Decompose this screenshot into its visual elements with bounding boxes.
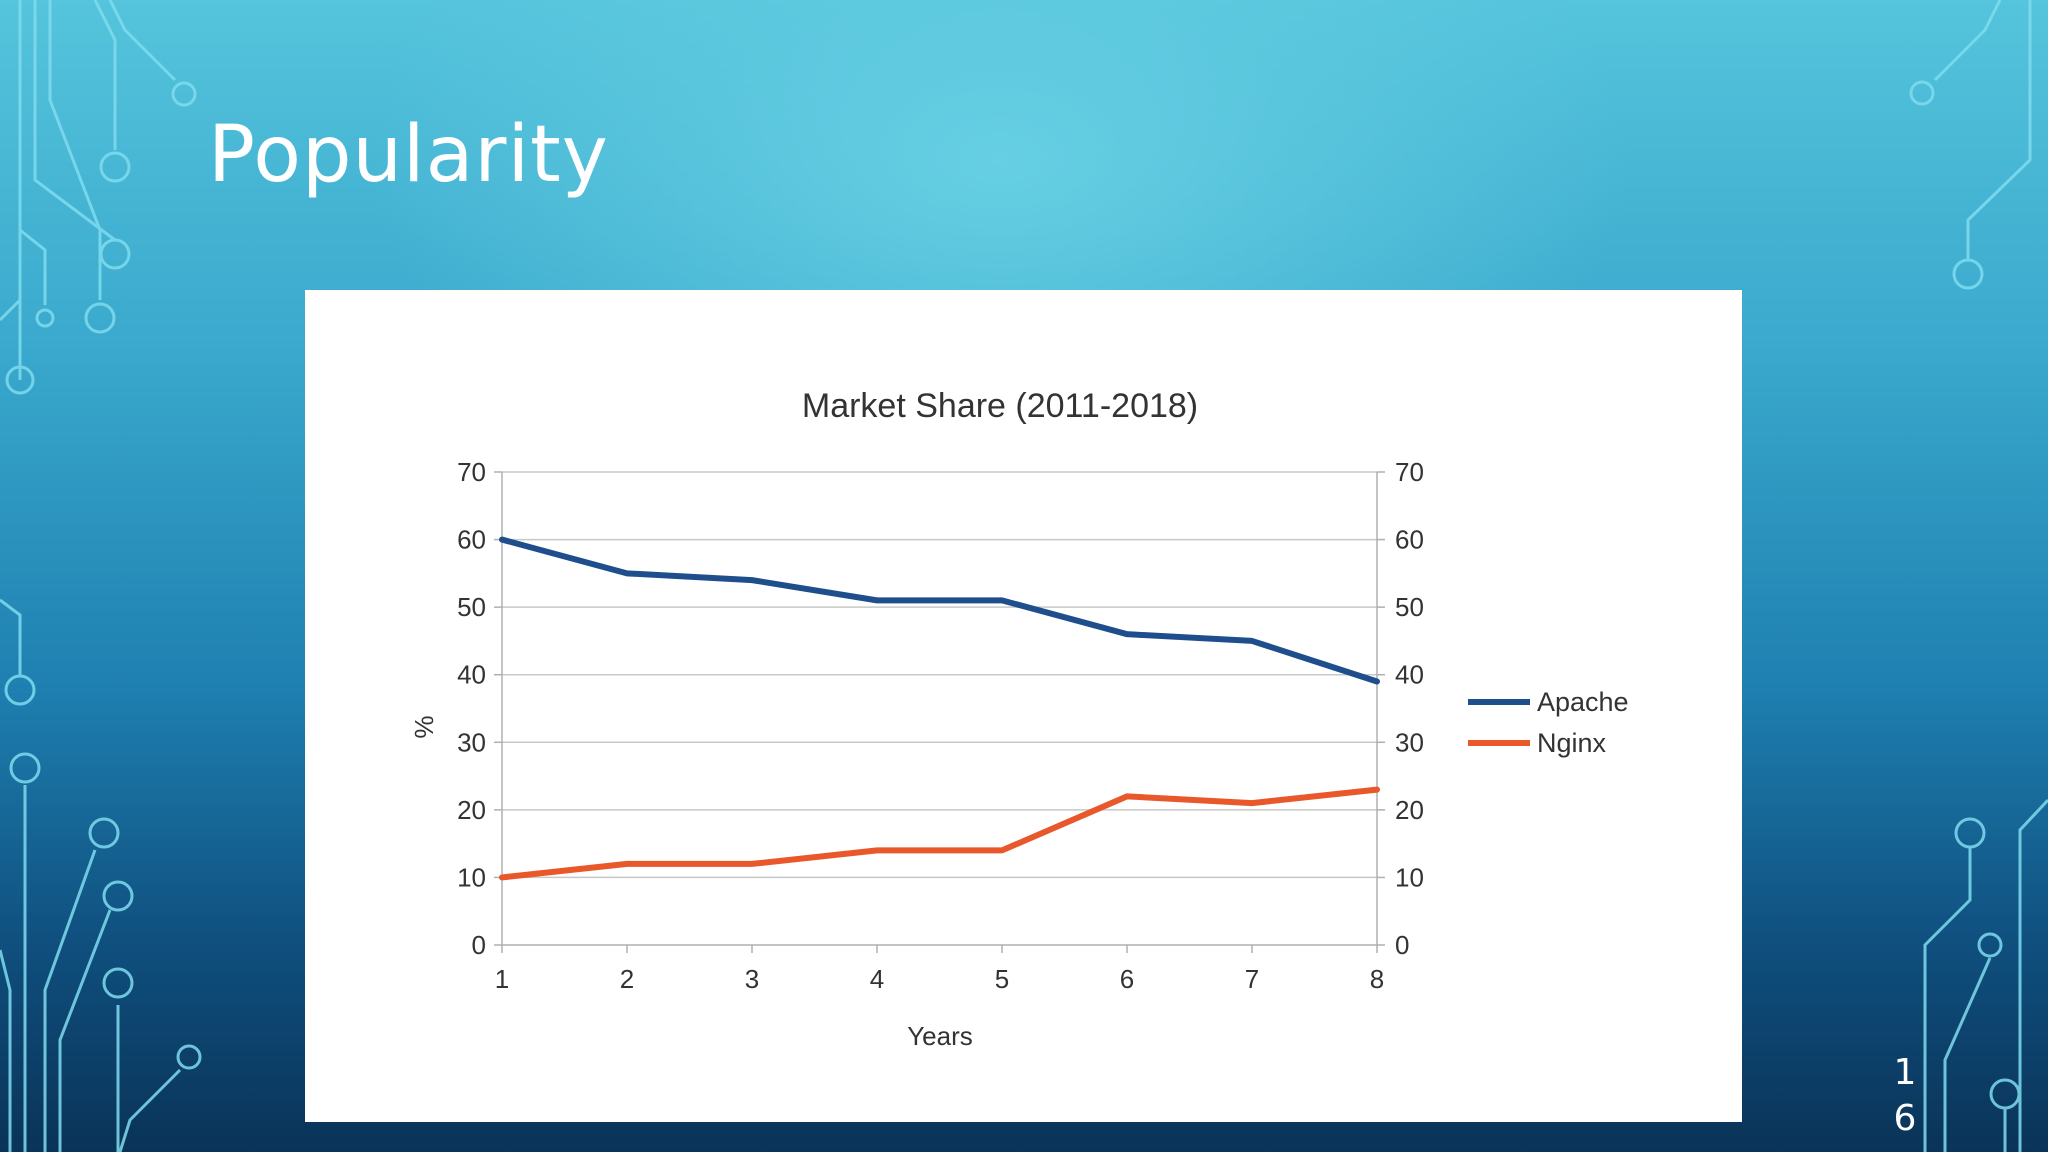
y-tick-label-right-30: 30 xyxy=(1395,727,1424,757)
y-tick-label-right-0: 0 xyxy=(1395,930,1409,960)
y-tick-label-right-60: 60 xyxy=(1395,525,1424,555)
legend-label-nginx: Nginx xyxy=(1537,728,1607,758)
chart-legend: Apache Nginx xyxy=(1468,687,1629,758)
y-tick-label-left-60: 60 xyxy=(457,525,486,555)
chart-ticks: 0 0 10 10 20 20 30 30 40 40 50 50 60 60 70 70 1 2 3 4 5 6 7 8 xyxy=(457,457,1424,994)
chart-grid xyxy=(502,471,1377,879)
x-tick-label-2: 2 xyxy=(620,964,634,994)
series-line-nginx xyxy=(499,786,1380,881)
chart-series xyxy=(499,536,1380,881)
y-tick-label-left-10: 10 xyxy=(457,862,486,892)
x-axis-label: Years xyxy=(907,1021,973,1051)
x-tick-label-1: 1 xyxy=(495,964,509,994)
y-tick-label-left-70: 70 xyxy=(457,457,486,487)
y-tick-label-right-50: 50 xyxy=(1395,592,1424,622)
chart-title: Market Share (2011-2018) xyxy=(802,387,1198,425)
y-tick-label-left-20: 20 xyxy=(457,795,486,825)
chart-axes xyxy=(494,471,1385,953)
x-tick-label-5: 5 xyxy=(995,964,1009,994)
legend-label-apache: Apache xyxy=(1537,687,1629,717)
y-tick-label-left-30: 30 xyxy=(457,727,486,757)
y-tick-label-left-40: 40 xyxy=(457,660,486,690)
y-tick-label-right-70: 70 xyxy=(1395,457,1424,487)
y-tick-label-right-20: 20 xyxy=(1395,795,1424,825)
y-tick-label-right-10: 10 xyxy=(1395,862,1424,892)
chart-panel: Market Share (2011-2018) 0 0 10 10 20 20 30 30 4… xyxy=(305,290,1742,1122)
y-axis-label: % xyxy=(409,715,439,738)
slide-title: Popularity xyxy=(208,110,609,200)
y-tick-label-left-0: 0 xyxy=(472,930,486,960)
x-tick-label-6: 6 xyxy=(1120,964,1134,994)
x-tick-label-8: 8 xyxy=(1370,964,1384,994)
x-tick-label-3: 3 xyxy=(745,964,759,994)
x-tick-label-7: 7 xyxy=(1245,964,1259,994)
y-tick-label-right-40: 40 xyxy=(1395,660,1424,690)
slide-number: 16 xyxy=(1893,1052,1917,1139)
line-chart: Market Share (2011-2018) 0 0 10 10 20 20 30 30 4… xyxy=(409,387,1629,1051)
y-tick-label-left-50: 50 xyxy=(457,592,486,622)
series-line-apache xyxy=(499,536,1380,685)
x-tick-label-4: 4 xyxy=(870,964,884,994)
